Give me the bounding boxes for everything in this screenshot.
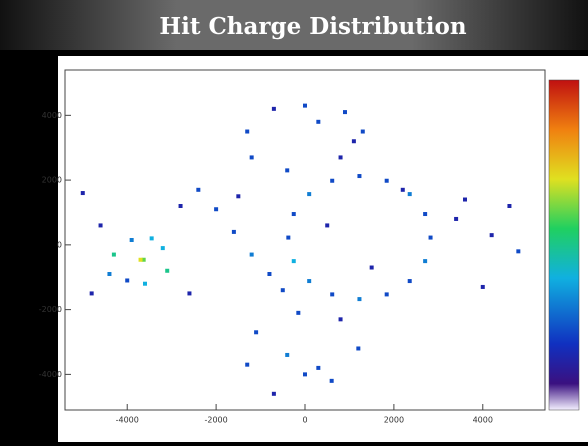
- y-tick-label: -4000: [39, 370, 62, 379]
- hit: [236, 194, 240, 198]
- hit: [339, 155, 343, 159]
- hit: [307, 279, 311, 283]
- hit: [272, 392, 276, 396]
- hit: [143, 282, 147, 286]
- hit: [423, 212, 427, 216]
- hit: [490, 233, 494, 237]
- hit: [463, 198, 467, 202]
- x-tick-label: 2000: [384, 416, 404, 425]
- hit: [454, 217, 458, 221]
- hit: [423, 259, 427, 263]
- plot-panel: [58, 56, 588, 442]
- hit: [352, 139, 356, 143]
- hit: [81, 191, 85, 195]
- hit: [130, 238, 134, 242]
- hit: [267, 272, 271, 276]
- chart: Hit Charge Distribution -4000 -2000 0 2000 4…: [0, 0, 588, 442]
- hit: [303, 104, 307, 108]
- hit: [285, 353, 289, 357]
- y-tick-label: 0: [57, 240, 62, 249]
- hit: [161, 246, 165, 250]
- hit: [429, 236, 433, 240]
- hit: [408, 192, 412, 196]
- hit: [307, 192, 311, 196]
- hit: [150, 236, 154, 240]
- hit: [281, 288, 285, 292]
- hit: [232, 230, 236, 234]
- hit: [99, 223, 103, 227]
- hit: [250, 155, 254, 159]
- hit: [214, 207, 218, 211]
- hit: [357, 297, 361, 301]
- hit: [286, 236, 290, 240]
- x-tick-label: -4000: [116, 416, 139, 425]
- hit: [139, 258, 143, 262]
- hit: [330, 179, 334, 183]
- hit: [90, 291, 94, 295]
- hit: [292, 212, 296, 216]
- hit: [254, 330, 258, 334]
- hit: [516, 249, 520, 253]
- hit: [187, 291, 191, 295]
- hit: [292, 259, 296, 263]
- hit: [343, 110, 347, 114]
- hit: [245, 130, 249, 134]
- hit: [507, 204, 511, 208]
- hit: [112, 253, 116, 257]
- color-bar: [549, 80, 579, 410]
- hit: [316, 366, 320, 370]
- y-tick-label: 2000: [42, 176, 62, 185]
- hit: [356, 346, 360, 350]
- x-tick-label: -2000: [204, 416, 227, 425]
- hit: [408, 279, 412, 283]
- hit: [361, 130, 365, 134]
- x-tick-label: 4000: [473, 416, 493, 425]
- hit: [325, 223, 329, 227]
- hit: [385, 292, 389, 296]
- hit: [303, 372, 307, 376]
- hit: [272, 107, 276, 111]
- hit: [245, 363, 249, 367]
- hit: [357, 174, 361, 178]
- hit: [330, 379, 334, 383]
- x-tick-label: 0: [302, 416, 307, 425]
- hit: [330, 292, 334, 296]
- hit: [165, 269, 169, 273]
- hit: [385, 179, 389, 183]
- hit: [296, 311, 300, 315]
- hit: [285, 168, 289, 172]
- hit: [107, 272, 111, 276]
- hit: [370, 266, 374, 270]
- hit: [316, 120, 320, 124]
- hit: [196, 188, 200, 192]
- hit: [125, 278, 129, 282]
- chart-title: Hit Charge Distribution: [159, 13, 466, 40]
- hit: [339, 317, 343, 321]
- hit: [481, 285, 485, 289]
- hit: [250, 253, 254, 257]
- hit: [401, 188, 405, 192]
- y-tick-label: -2000: [39, 305, 62, 314]
- hit: [179, 204, 183, 208]
- y-tick-label: 4000: [42, 111, 62, 120]
